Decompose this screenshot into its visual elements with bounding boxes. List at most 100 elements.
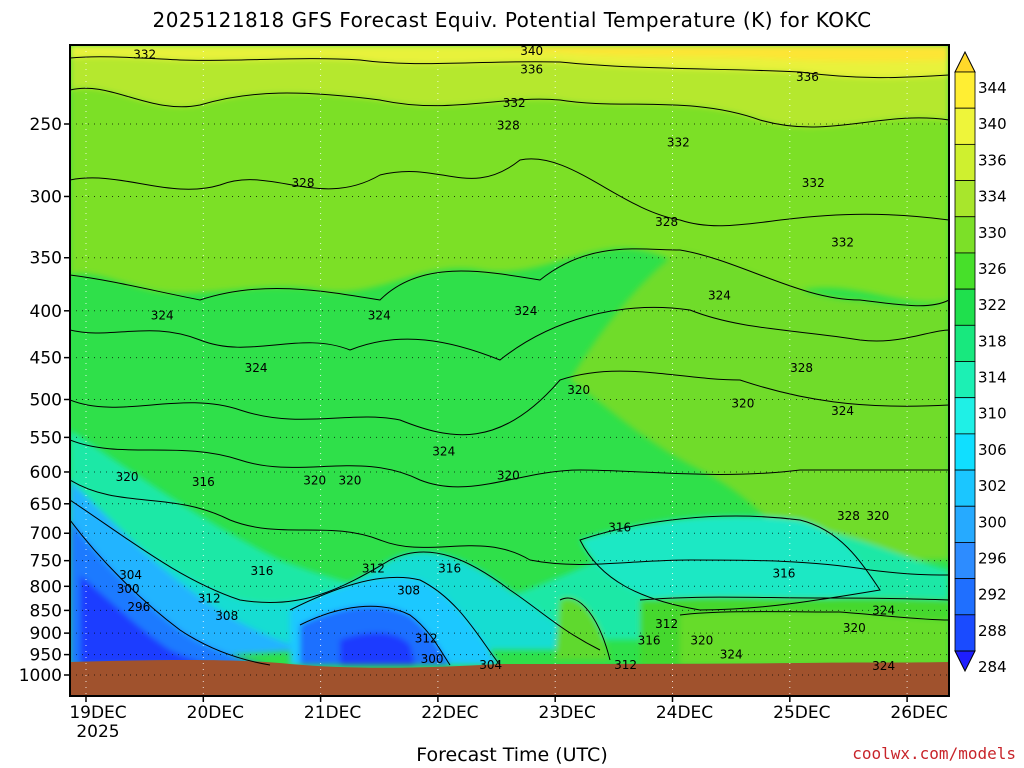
contour-label: 324 <box>514 304 537 318</box>
y-tick-label: 300 <box>30 187 62 207</box>
contour-label: 320 <box>690 634 713 648</box>
colorbar-level-label: 288 <box>978 622 1007 640</box>
colorbar-level-label: 300 <box>978 513 1007 531</box>
x-year-label: 2025 <box>76 722 119 742</box>
contour-label: 316 <box>608 521 631 535</box>
contour-label: 308 <box>397 583 420 597</box>
contour-label: 324 <box>708 289 731 303</box>
contour-label: 312 <box>614 658 637 672</box>
contour-label: 332 <box>802 176 825 190</box>
colorbar-level-label: 314 <box>978 369 1007 387</box>
colorbar-swatch <box>954 288 976 326</box>
y-tick-label: 900 <box>30 624 62 644</box>
y-tick-label: 1000 <box>19 666 62 686</box>
y-tick-label: 750 <box>30 552 62 572</box>
contour-label: 312 <box>198 592 221 606</box>
y-tick-label: 700 <box>30 524 62 544</box>
colorbar-swatch <box>954 469 976 507</box>
colorbar-swatch <box>954 614 976 652</box>
colorbar-swatch <box>954 361 976 399</box>
colorbar-swatch <box>954 216 976 254</box>
contour-label: 336 <box>796 70 819 84</box>
x-axis: 19DEC 20DEC 21DEC 22DEC 23DEC 24DEC 25DEC 26DEC… <box>69 696 948 742</box>
y-tick-label: 850 <box>30 601 62 621</box>
colorbar-level-label: 334 <box>978 188 1007 206</box>
x-tick-label: 21DEC <box>304 703 361 723</box>
colorbar-level-label: 344 <box>978 79 1007 97</box>
colorbar-level-label: 340 <box>978 115 1007 133</box>
contour-label: 316 <box>772 567 795 581</box>
contour-label: 312 <box>362 562 385 576</box>
colorbar-swatch <box>954 324 976 362</box>
colorbar-bottom-arrow <box>954 650 976 673</box>
grid-lines <box>70 45 949 696</box>
x-tick-label: 25DEC <box>773 703 830 723</box>
colorbar-swatch <box>954 143 976 181</box>
x-tick-label: 24DEC <box>656 703 713 723</box>
contour-label: 332 <box>667 136 690 150</box>
y-axis: 250 300 350 400 450 500 550 600 650 700 750 800 850 9… <box>19 115 70 686</box>
contour-label: 324 <box>831 404 854 418</box>
colorbar-swatch <box>954 71 976 109</box>
x-tick-label: 26DEC <box>890 703 947 723</box>
contour-label: 320 <box>567 383 590 397</box>
y-tick-label: 800 <box>30 577 62 597</box>
contour-label: 328 <box>497 119 520 133</box>
y-tick-label: 500 <box>30 391 62 411</box>
y-tick-label: 950 <box>30 646 62 666</box>
y-tick-label: 600 <box>30 463 62 483</box>
contour-label: 340 <box>520 44 543 58</box>
y-tick-label: 400 <box>30 302 62 322</box>
colorbar-level-label: 318 <box>978 332 1007 350</box>
y-tick-label: 550 <box>30 428 62 448</box>
contour-label: 320 <box>731 396 754 410</box>
contour-label: 316 <box>192 475 215 489</box>
contour-label: 336 <box>520 63 543 77</box>
contour-label: 320 <box>497 468 520 482</box>
contour-label: 332 <box>503 96 526 110</box>
contour-label: 300 <box>117 582 140 596</box>
contour-label: 328 <box>790 361 813 375</box>
contour-label: 320 <box>303 473 326 487</box>
contour-label: 328 <box>292 176 315 190</box>
chart-title: 2025121818 GFS Forecast Equiv. Potential… <box>152 8 872 32</box>
contour-label: 324 <box>432 445 455 459</box>
contour-label: 332 <box>133 48 156 62</box>
colorbar-level-label: 302 <box>978 477 1007 495</box>
x-tick-label: 22DEC <box>421 703 478 723</box>
contour-label: 328 <box>837 509 860 523</box>
x-tick-label: 23DEC <box>539 703 596 723</box>
contour-label: 308 <box>215 609 238 623</box>
colorbar-level-label: 310 <box>978 405 1007 423</box>
theta-e-field: 332 340 336 332 328 336 332 332 332 328 328 324 324 3… <box>70 44 949 696</box>
y-tick-label: 250 <box>30 115 62 135</box>
contour-label: 332 <box>831 236 854 250</box>
colorbar-swatch <box>954 252 976 290</box>
colorbar-swatch <box>954 578 976 616</box>
colorbar-swatch <box>954 397 976 435</box>
colorbar-swatch <box>954 505 976 543</box>
colorbar-swatch <box>954 433 976 471</box>
contour-label: 304 <box>479 658 502 672</box>
contour-label: 324 <box>720 648 743 662</box>
contour-lines <box>70 56 949 666</box>
contour-label: 316 <box>638 634 661 648</box>
y-tick-label: 350 <box>30 249 62 269</box>
contour-label: 328 <box>655 215 678 229</box>
y-tick-label: 450 <box>30 349 62 369</box>
colorbar-level-label: 296 <box>978 549 1007 567</box>
contour-label: 316 <box>250 564 273 578</box>
colorbar-top-arrow <box>954 50 976 73</box>
plot-frame <box>69 44 950 697</box>
colorbar-level-label: 336 <box>978 151 1007 169</box>
colorbar-level-label: 306 <box>978 441 1007 459</box>
contour-label: 316 <box>438 562 461 576</box>
contour-label: 324 <box>151 309 174 323</box>
colorbar-level-label: 326 <box>978 260 1007 278</box>
colorbar-swatch <box>954 180 976 218</box>
contour-label: 324 <box>872 603 895 617</box>
colorbar-swatch <box>954 542 976 580</box>
colorbar-level-label: 322 <box>978 296 1007 314</box>
